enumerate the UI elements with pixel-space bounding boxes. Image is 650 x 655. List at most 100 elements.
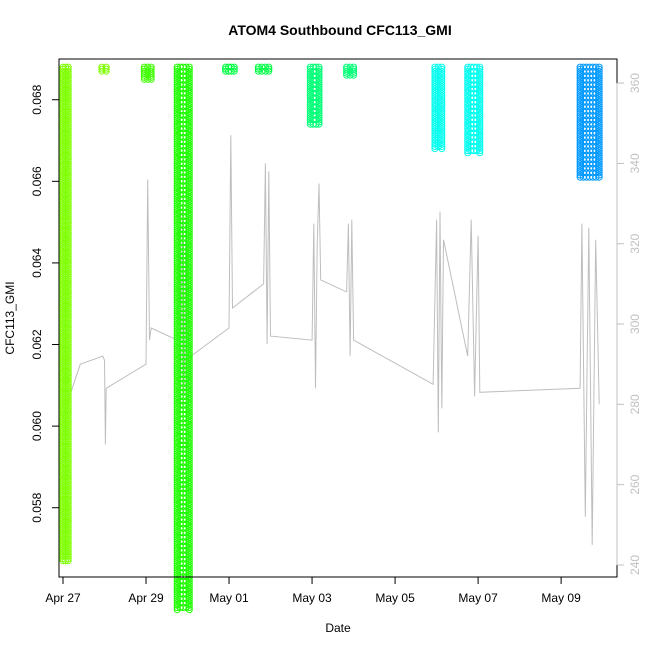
- data-point: [438, 90, 446, 97]
- data-point: [185, 544, 193, 552]
- data-point: [64, 376, 72, 384]
- data-point: [595, 158, 603, 166]
- data-point: [185, 160, 193, 168]
- data-point: [64, 169, 72, 177]
- data-point: [64, 477, 72, 485]
- data-point: [64, 118, 72, 126]
- data-point: [476, 142, 484, 150]
- data-point: [185, 191, 193, 198]
- data-point: [595, 87, 603, 95]
- series-1-segment-2: [98, 63, 110, 75]
- data-point: [476, 107, 484, 115]
- data-point: [185, 604, 193, 611]
- data-point: [64, 81, 72, 89]
- data-point: [476, 105, 484, 113]
- data-point: [438, 138, 446, 146]
- data-point: [185, 173, 193, 181]
- data-point: [265, 65, 273, 73]
- data-point: [64, 228, 72, 236]
- data-point: [185, 601, 193, 609]
- data-point: [185, 98, 193, 106]
- data-point: [64, 347, 72, 355]
- data-point: [434, 143, 442, 150]
- data-point: [185, 164, 193, 172]
- data-point: [476, 136, 484, 144]
- data-point: [185, 320, 193, 328]
- data-point: [64, 310, 72, 318]
- data-point: [438, 118, 446, 126]
- data-point: [431, 138, 439, 146]
- data-point: [476, 149, 484, 157]
- data-point: [185, 303, 193, 310]
- data-point: [185, 278, 193, 286]
- data-point: [185, 96, 193, 104]
- data-point: [438, 140, 446, 148]
- data-point: [185, 105, 193, 113]
- data-point: [476, 133, 484, 141]
- data-point: [434, 94, 442, 102]
- data-point: [64, 546, 72, 554]
- data-point: [431, 112, 439, 120]
- data-point: [431, 90, 439, 97]
- data-point: [185, 505, 193, 513]
- y2-tick-label: 260: [628, 474, 642, 494]
- data-point: [64, 204, 72, 212]
- data-point: [431, 72, 439, 80]
- series-4-segment-2: [254, 63, 273, 75]
- data-point: [434, 81, 442, 89]
- data-point: [64, 352, 72, 360]
- data-point: [185, 122, 193, 130]
- data-point: [185, 287, 193, 295]
- data-point: [185, 362, 193, 370]
- data-point: [438, 123, 446, 131]
- data-point: [64, 436, 72, 443]
- data-point: [64, 202, 72, 210]
- data-point: [595, 72, 603, 80]
- data-point: [438, 134, 446, 142]
- data-point: [185, 606, 193, 614]
- data-point: [595, 83, 603, 91]
- data-point: [185, 256, 193, 264]
- data-point: [185, 390, 193, 398]
- data-point: [185, 131, 193, 139]
- data-point: [476, 144, 484, 152]
- data-point: [64, 107, 72, 115]
- data-point: [185, 434, 193, 442]
- data-point: [185, 305, 193, 313]
- y-tick-label: 0.058: [30, 492, 44, 522]
- data-point: [64, 502, 72, 510]
- data-point: [64, 246, 72, 254]
- data-point: [185, 103, 193, 111]
- data-point: [431, 85, 439, 93]
- data-point: [438, 79, 446, 86]
- data-point: [185, 217, 193, 225]
- data-point: [185, 527, 193, 535]
- data-point: [64, 369, 72, 377]
- data-point: [64, 403, 72, 410]
- data-point: [64, 385, 72, 393]
- data-point: [185, 316, 193, 324]
- data-point: [64, 103, 72, 111]
- data-point: [185, 553, 193, 561]
- data-point: [315, 114, 323, 122]
- data-point: [595, 131, 603, 139]
- data-point: [64, 277, 72, 285]
- data-point: [185, 87, 193, 95]
- data-point: [64, 270, 72, 278]
- data-point: [346, 63, 354, 71]
- data-point: [64, 455, 72, 463]
- data-point: [185, 399, 193, 407]
- data-point: [185, 408, 193, 416]
- data-point: [64, 325, 72, 333]
- data-point: [185, 524, 193, 532]
- data-point: [185, 68, 193, 75]
- data-point: [64, 253, 72, 261]
- data-point: [185, 397, 193, 405]
- data-point: [64, 250, 72, 258]
- y2-axis: 240 260 280 300 320 340 360: [616, 73, 642, 575]
- data-point: [185, 188, 193, 196]
- data-point: [64, 295, 72, 302]
- data-point: [185, 557, 193, 565]
- data-point: [64, 178, 72, 186]
- data-point: [595, 74, 603, 82]
